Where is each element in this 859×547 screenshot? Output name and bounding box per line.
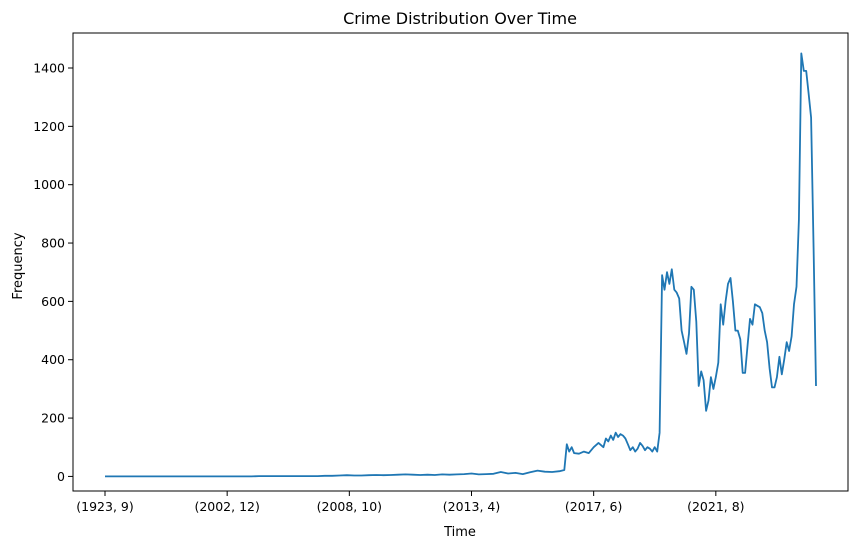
x-axis-label: Time xyxy=(443,525,476,540)
y-tick-label: 1400 xyxy=(33,61,65,76)
plot-area-frame xyxy=(72,32,849,492)
series-line xyxy=(105,52,817,478)
x-tick-label: (2021, 8) xyxy=(687,499,744,514)
y-tick-label: 800 xyxy=(41,236,65,251)
y-axis-label: Frequency xyxy=(11,232,26,299)
y-tick-label: 400 xyxy=(41,352,65,367)
y-tick-label: 600 xyxy=(41,294,65,309)
y-tick-label: 200 xyxy=(41,411,65,426)
y-tick-label: 1200 xyxy=(33,119,65,134)
x-axis: (1923, 9) (2002, 12) (2008, 10) (2013, 4) (2… xyxy=(76,491,745,514)
x-tick-label: (2008, 10) xyxy=(317,499,382,514)
x-tick-label: (2017, 6) xyxy=(565,499,622,514)
chart-title: Crime Distribution Over Time xyxy=(343,9,577,28)
y-axis: 0 200 400 600 800 1000 1200 1400 xyxy=(33,61,73,484)
y-tick-label: 1000 xyxy=(33,177,65,192)
x-tick-label: (2002, 12) xyxy=(194,499,259,514)
y-tick-label: 0 xyxy=(57,469,65,484)
x-tick-label: (1923, 9) xyxy=(76,499,133,514)
x-tick-label: (2013, 4) xyxy=(443,499,500,514)
